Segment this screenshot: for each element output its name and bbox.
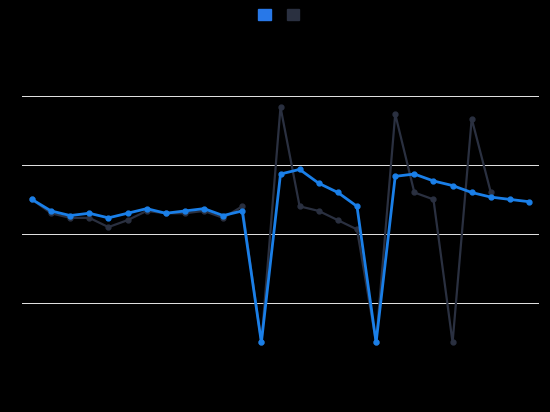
Legend: , : , [253, 4, 308, 27]
